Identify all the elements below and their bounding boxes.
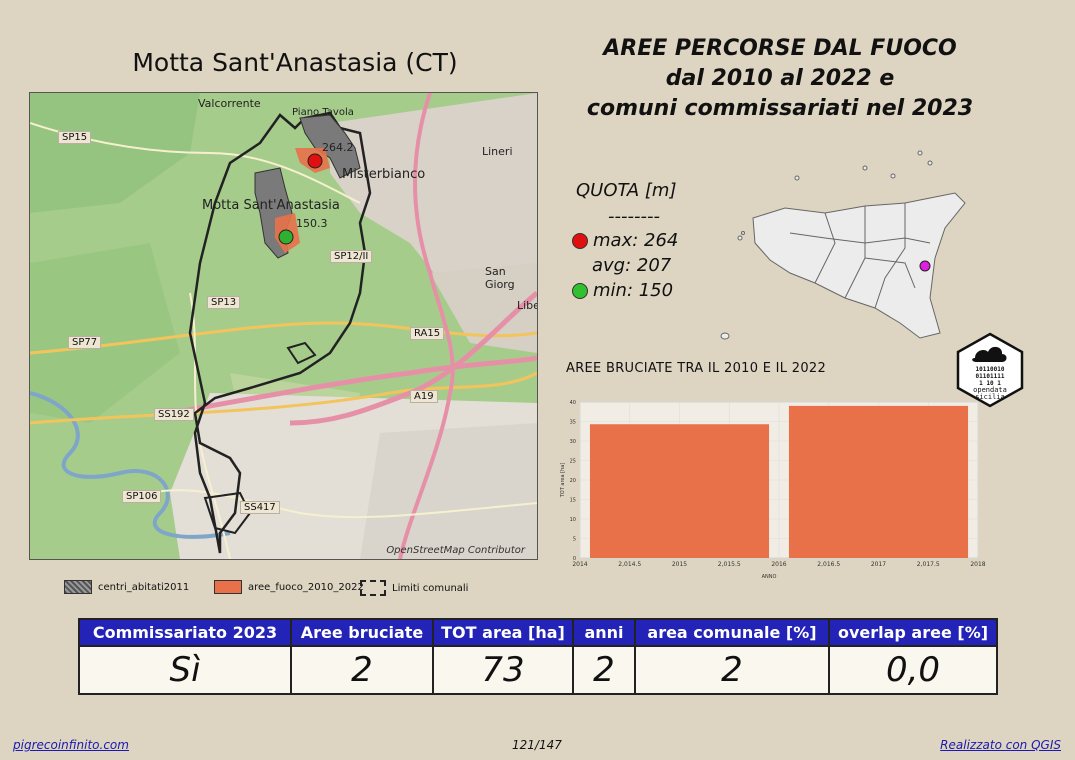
quota-avg: avg: 207 bbox=[592, 255, 672, 276]
road-badge-ss192: SS192 bbox=[154, 408, 194, 421]
chart-y-tick-label: 35 bbox=[570, 420, 576, 426]
place-label-lineri: Lineri bbox=[482, 145, 513, 158]
hexagon-icon bbox=[956, 332, 1024, 408]
stats-value-row: Sì 2 73 2 2 0,0 bbox=[78, 645, 998, 695]
logo-binary-1: 10110010 bbox=[975, 366, 1005, 373]
logo-binary-3: 1 10 1 bbox=[979, 380, 1001, 387]
legend-label-limiti: Limiti comunali bbox=[392, 582, 469, 594]
quota-max: max: 264 bbox=[593, 230, 679, 251]
stats-header-aree: Aree bruciate bbox=[290, 618, 434, 647]
chart-y-tick-label: 5 bbox=[573, 537, 576, 543]
road-badge-a19: A19 bbox=[410, 390, 438, 403]
quota-max-dot bbox=[572, 232, 588, 249]
chart-bar-1 bbox=[589, 424, 770, 558]
footer-qgis-link[interactable]: Realizzato con QGIS bbox=[940, 738, 1061, 752]
logo-binary-2: 01101111 bbox=[975, 373, 1005, 380]
chart-y-tick-label: 40 bbox=[570, 400, 576, 406]
footer-site-link[interactable]: pigrecoinfinito.com bbox=[13, 738, 129, 752]
stats-value-aree: 2 bbox=[290, 645, 434, 695]
logo-text-opendata: opendata bbox=[973, 386, 1007, 394]
chart-y-tick-label: 15 bbox=[570, 498, 576, 504]
chart-x-tick-label: 2,016.5 bbox=[817, 561, 840, 568]
chart-y-tick-label: 30 bbox=[570, 439, 576, 445]
road-badge-sp13: SP13 bbox=[207, 296, 241, 309]
chart-y-axis-label: TOT area [ha] bbox=[560, 463, 566, 499]
chart-x-tick-label: 2,014.5 bbox=[618, 561, 641, 568]
road-badge-sp15: SP15 bbox=[58, 131, 92, 144]
logo-text-sicilia: sicilia bbox=[975, 393, 1005, 401]
place-label-misterbianco: Misterbianco bbox=[342, 167, 426, 182]
stats-value-overlap: 0,0 bbox=[828, 645, 998, 695]
chart-x-tick-label: 2014 bbox=[572, 561, 587, 568]
stats-header-commissariato: Commissariato 2023 bbox=[78, 618, 292, 647]
road-badge-ra15: RA15 bbox=[410, 327, 445, 340]
main-title-line1: AREE PERCORSE DAL FUOCO bbox=[603, 36, 957, 61]
point-max-label: 264.2 bbox=[322, 141, 354, 154]
chart-y-tick-label: 20 bbox=[570, 478, 576, 484]
road-badge-ss417: SS417 bbox=[240, 501, 280, 514]
quota-min-dot bbox=[572, 282, 588, 299]
main-title: AREE PERCORSE DAL FUOCO dal 2010 al 2022… bbox=[560, 34, 1000, 124]
legend-swatch-centri bbox=[64, 580, 92, 594]
quota-panel: QUOTA [m] -------- max: 264 avg: 207 min… bbox=[572, 180, 678, 303]
chart-y-tick-label: 25 bbox=[570, 459, 576, 465]
sicily-inset-map bbox=[720, 150, 966, 340]
stats-header-row: Commissariato 2023 Aree bruciate TOT are… bbox=[78, 618, 998, 647]
map-canvas bbox=[30, 93, 537, 559]
chart-y-tick-label: 10 bbox=[570, 517, 576, 523]
quota-title: QUOTA [m] bbox=[576, 180, 677, 201]
chart-x-tick-label: 2016 bbox=[771, 561, 786, 568]
quota-separator: -------- bbox=[608, 206, 660, 227]
legend-centri: centri_abitati2011 bbox=[64, 580, 189, 594]
place-label-valcorrente: Valcorrente bbox=[198, 97, 261, 110]
chart-y-tick-label: 0 bbox=[573, 556, 576, 562]
legend-label-centri: centri_abitati2011 bbox=[98, 581, 190, 593]
stats-header-anni: anni bbox=[572, 618, 636, 647]
map-title: Motta Sant'Anastasia (CT) bbox=[132, 48, 458, 77]
chart-x-tick-label: 2,015.5 bbox=[718, 561, 741, 568]
stats-value-tot-area: 73 bbox=[432, 645, 574, 695]
point-min-label: 150.3 bbox=[296, 217, 328, 230]
chart-bar-2 bbox=[788, 405, 969, 558]
stats-table: Commissariato 2023 Aree bruciate TOT are… bbox=[78, 618, 998, 695]
road-badge-sp12: SP12/II bbox=[330, 250, 373, 263]
stats-header-area-comunale: area comunale [%] bbox=[634, 618, 830, 647]
chart-x-tick-label: 2018 bbox=[970, 561, 985, 568]
map-view[interactable]: 264.2 150.3 Valcorrente Piano Tavola Lin… bbox=[29, 92, 538, 560]
place-label-piano-tavola: Piano Tavola bbox=[292, 107, 354, 118]
logo-binary: 10110010 01101111 1 10 1 opendata sicili… bbox=[955, 366, 1025, 401]
stats-header-overlap: overlap aree [%] bbox=[828, 618, 998, 647]
chart-x-tick-label: 2017 bbox=[871, 561, 886, 568]
stats-value-area-comunale: 2 bbox=[634, 645, 830, 695]
main-title-line3: comuni commissariati nel 2023 bbox=[586, 96, 974, 121]
map-attribution: OpenStreetMap Contributor bbox=[386, 545, 525, 556]
legend-label-aree: aree_fuoco_2010_2022 bbox=[248, 581, 364, 593]
place-label-motta: Motta Sant'Anastasia bbox=[202, 198, 340, 213]
place-label-san-giorgio: San Giorg bbox=[485, 265, 515, 291]
road-badge-sp106: SP106 bbox=[122, 490, 162, 503]
legend-limiti: Limiti comunali bbox=[360, 580, 468, 596]
chart-x-tick-label: 2,017.5 bbox=[917, 561, 940, 568]
legend-swatch-aree bbox=[214, 580, 242, 594]
place-label-libe: Libe bbox=[517, 299, 538, 312]
legend-aree: aree_fuoco_2010_2022 bbox=[214, 580, 364, 594]
stats-header-tot-area: TOT area [ha] bbox=[432, 618, 574, 647]
stats-value-commissariato: Sì bbox=[78, 645, 292, 695]
chart-svg: 0 5 10 15 20 25 30 35 40 2014 2,014.5 2015 2,015.5 20… bbox=[560, 400, 986, 580]
road-badge-sp77: SP77 bbox=[68, 336, 102, 349]
quota-min: min: 150 bbox=[593, 280, 674, 301]
legend-swatch-limiti bbox=[360, 580, 386, 596]
bar-chart: 0 5 10 15 20 25 30 35 40 2014 2,014.5 2015 2,015.5 20… bbox=[560, 394, 990, 584]
chart-x-axis-label: ANNO bbox=[762, 574, 777, 580]
main-title-line2: dal 2010 al 2022 e bbox=[665, 66, 895, 91]
stats-value-anni: 2 bbox=[572, 645, 636, 695]
chart-x-tick-label: 2015 bbox=[672, 561, 687, 568]
chart-title: AREE BRUCIATE TRA IL 2010 E IL 2022 bbox=[566, 361, 827, 376]
opendata-sicilia-logo: 10110010 01101111 1 10 1 opendata sicili… bbox=[955, 332, 1025, 408]
footer-page-number: 121/147 bbox=[512, 738, 562, 752]
